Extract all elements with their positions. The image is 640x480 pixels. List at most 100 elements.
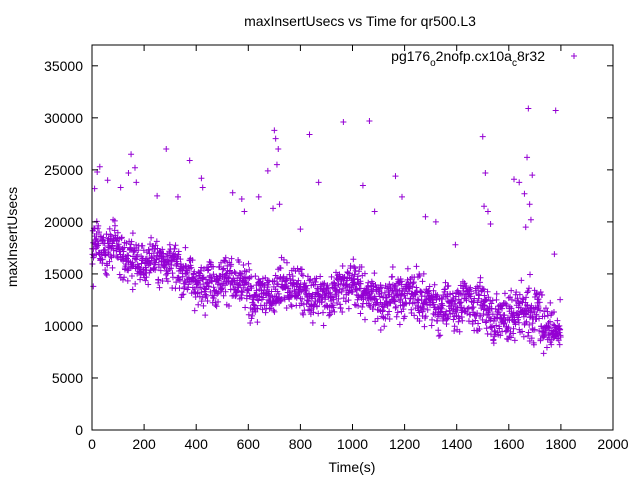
data-point	[306, 131, 313, 138]
data-point	[409, 283, 416, 290]
data-point	[222, 254, 229, 261]
data-point	[435, 332, 442, 339]
data-point	[540, 333, 547, 340]
data-point	[222, 282, 229, 289]
data-point	[518, 277, 525, 284]
data-point	[384, 302, 391, 309]
data-point	[406, 285, 413, 292]
data-point	[272, 135, 279, 142]
data-point	[320, 322, 327, 329]
data-point	[476, 325, 483, 332]
data-point	[501, 290, 508, 297]
data-point	[351, 301, 358, 308]
data-point	[514, 295, 521, 302]
data-point	[243, 268, 250, 275]
data-point	[121, 274, 128, 281]
data-point	[351, 263, 358, 270]
data-point	[210, 284, 217, 291]
data-point	[95, 240, 102, 247]
data-point	[102, 266, 109, 273]
data-point	[285, 285, 292, 292]
data-point	[106, 258, 113, 265]
data-point	[437, 332, 444, 339]
data-point	[271, 308, 278, 315]
data-point	[242, 304, 249, 311]
data-point	[241, 208, 248, 215]
data-point	[289, 292, 296, 299]
data-point	[523, 318, 530, 325]
data-point	[432, 218, 439, 225]
data-point	[392, 304, 399, 311]
data-point	[481, 203, 488, 210]
data-point	[116, 271, 123, 278]
data-point	[270, 205, 277, 212]
data-point	[474, 299, 481, 306]
data-point	[384, 311, 391, 318]
data-point	[264, 277, 271, 284]
data-point	[339, 263, 346, 270]
data-point	[345, 305, 352, 312]
data-point	[90, 283, 97, 290]
data-point	[252, 273, 259, 280]
data-point	[134, 251, 141, 258]
data-point	[254, 319, 261, 326]
data-point	[159, 246, 166, 253]
data-point	[214, 290, 221, 297]
data-point	[283, 259, 290, 266]
data-point	[206, 274, 213, 281]
data-point	[371, 208, 378, 215]
data-point	[510, 309, 517, 316]
data-point	[166, 265, 173, 272]
data-point	[361, 316, 368, 323]
data-point	[199, 184, 206, 191]
data-point	[178, 294, 185, 301]
x-tick-label: 0	[88, 436, 96, 452]
data-point	[505, 294, 512, 301]
data-point	[262, 309, 269, 316]
y-axis-label: maxInsertUsecs	[4, 187, 20, 287]
data-point	[422, 213, 429, 220]
data-point	[359, 303, 366, 310]
data-point	[340, 295, 347, 302]
data-point	[159, 277, 166, 284]
data-point	[345, 297, 352, 304]
data-point	[157, 249, 164, 256]
data-point	[246, 266, 253, 273]
data-point	[393, 313, 400, 320]
data-point	[483, 325, 490, 332]
data-point	[240, 262, 247, 269]
data-point	[133, 256, 140, 263]
data-point	[349, 288, 356, 295]
data-point	[410, 280, 417, 287]
legend-label-main: pg176	[391, 48, 430, 64]
data-point	[320, 309, 327, 316]
data-point	[238, 288, 245, 295]
data-point	[434, 292, 441, 299]
data-point	[148, 234, 155, 241]
data-point	[174, 193, 181, 200]
data-point	[410, 295, 417, 302]
data-point	[237, 282, 244, 289]
data-point	[433, 293, 440, 300]
data-point	[254, 305, 261, 312]
data-point	[190, 288, 197, 295]
data-point	[337, 305, 344, 312]
data-point	[525, 105, 532, 112]
data-point	[231, 268, 238, 275]
data-point	[527, 216, 534, 223]
data-point	[505, 314, 512, 321]
data-point	[236, 258, 243, 265]
y-tick-label: 30000	[44, 110, 83, 126]
data-point	[542, 305, 549, 312]
data-point	[429, 316, 436, 323]
data-point	[443, 320, 450, 327]
data-point	[344, 269, 351, 276]
data-point	[529, 172, 536, 179]
data-point	[132, 280, 139, 287]
x-axis-label: Time(s)	[329, 459, 376, 475]
data-point	[496, 325, 503, 332]
data-point	[376, 293, 383, 300]
data-point	[399, 302, 406, 309]
data-point	[438, 295, 445, 302]
data-point	[475, 295, 482, 302]
